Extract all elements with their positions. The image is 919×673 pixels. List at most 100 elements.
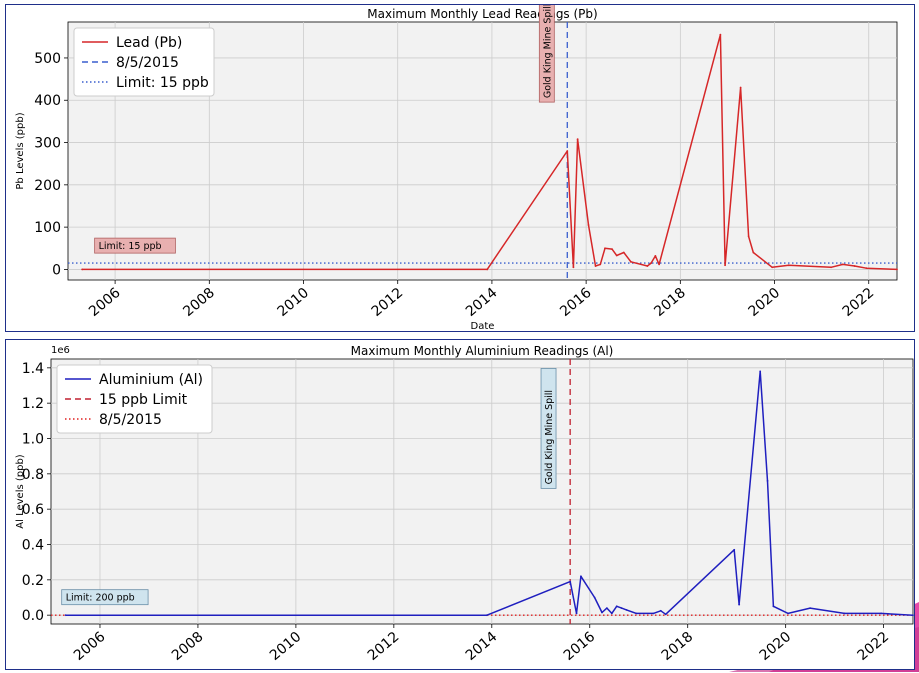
data-point — [572, 266, 575, 269]
data-point — [485, 614, 488, 617]
y-tick-label: 100 — [34, 220, 61, 236]
data-point — [646, 265, 649, 267]
annotation: Gold King Mine Spill — [538, 0, 555, 103]
data-point — [912, 614, 914, 617]
aluminium-chart: Maximum Monthly Aluminium Readings (Al) 0… — [15, 344, 914, 664]
data-point — [841, 263, 844, 266]
legend-box — [56, 364, 213, 434]
data-point — [576, 138, 579, 141]
y-tick-label: 300 — [34, 136, 61, 152]
data-point — [719, 33, 722, 36]
data-point — [809, 607, 812, 609]
data-point — [569, 580, 572, 583]
data-point — [787, 264, 790, 267]
series-points — [81, 33, 898, 271]
data-point — [486, 268, 489, 271]
data-point — [587, 224, 590, 226]
y-tick-label: 0.8 — [22, 467, 44, 483]
data-point — [652, 612, 655, 615]
data-point — [747, 235, 750, 238]
x-tick-label: 2020 — [757, 629, 795, 664]
annotation: Limit: 200 ppb — [61, 589, 149, 606]
data-point — [611, 248, 613, 251]
x-tick-label: 2014 — [463, 629, 501, 664]
data-point — [733, 548, 736, 551]
legend-label: Lead (Pb) — [116, 35, 182, 51]
y-tick-label: 200 — [34, 178, 61, 194]
data-point — [625, 608, 628, 611]
x-tick-label: 2016 — [561, 629, 599, 664]
annotation-box — [61, 589, 149, 606]
series-points — [64, 370, 914, 617]
legend: Aluminium (Al) 15 ppb Limit 8/5/2015 — [56, 364, 213, 434]
data-point — [843, 612, 846, 615]
data-point — [64, 614, 67, 617]
y-tick-label: 500 — [34, 51, 61, 67]
chart-title: Maximum Monthly Lead Readings (Pb) — [367, 7, 597, 21]
data-point — [766, 480, 769, 482]
data-point — [650, 262, 653, 264]
data-point — [865, 267, 868, 270]
data-point — [739, 86, 742, 89]
data-point — [853, 265, 856, 267]
y-tick-label: 0.0 — [22, 608, 44, 624]
x-axis-label: Date — [471, 321, 495, 331]
data-point — [772, 605, 775, 608]
data-point — [615, 254, 618, 257]
data-point — [664, 613, 667, 616]
legend-label: Aluminium (Al) — [99, 372, 203, 388]
y-tick-label: 0 — [52, 262, 61, 278]
y-tick-label: 0.2 — [22, 573, 44, 589]
x-tick-label: 2008 — [169, 629, 207, 664]
y-scale-note: 1e6 — [51, 345, 70, 356]
annotation-box — [538, 0, 555, 103]
data-point — [659, 609, 662, 612]
data-point — [615, 605, 618, 608]
data-point — [604, 247, 606, 250]
y-axis-label: Pb Levels (ppb) — [15, 112, 26, 189]
x-tick-label: 2012 — [369, 285, 407, 320]
legend: Lead (Pb) 8/5/2015 Limit: 15 ppb — [73, 27, 215, 97]
data-point — [738, 603, 741, 606]
data-point — [81, 268, 84, 271]
y-tick-label: 1.0 — [22, 432, 44, 448]
legend-label: 8/5/2015 — [99, 412, 162, 428]
y-tick-label: 1.2 — [22, 396, 44, 412]
chart-title: Maximum Monthly Aluminium Readings (Al) — [351, 344, 614, 358]
data-point — [580, 575, 582, 578]
data-point — [620, 607, 623, 609]
annotation-text: Gold King Mine Spill — [544, 390, 555, 485]
x-tick-label: 2006 — [86, 285, 124, 320]
data-point — [654, 254, 657, 257]
x-tick-label: 2018 — [651, 285, 689, 320]
annotation-text: Gold King Mine Spill — [542, 5, 553, 98]
x-tick-label: 2020 — [746, 285, 784, 320]
data-point — [605, 607, 608, 609]
data-point — [599, 263, 602, 266]
data-point — [787, 612, 790, 615]
data-point — [593, 596, 596, 599]
legend-label: Limit: 15 ppb — [116, 75, 209, 91]
y-tick-label: 0.4 — [22, 538, 44, 554]
data-point — [601, 611, 603, 614]
data-point — [759, 370, 762, 373]
x-tick-label: 2012 — [365, 629, 403, 664]
data-point — [610, 612, 613, 615]
data-point — [896, 268, 898, 271]
annotation-box — [540, 368, 557, 489]
data-point — [635, 612, 638, 615]
data-point — [575, 612, 578, 615]
lead-chart-panel: Maximum Monthly Lead Readings (Pb) 0 100 20… — [5, 0, 915, 332]
aluminium-chart-panel: Maximum Monthly Aluminium Readings (Al) 0… — [5, 339, 915, 670]
annotation-box — [94, 237, 176, 254]
annotation-text: Limit: 200 ppb — [66, 593, 135, 604]
legend-label: 8/5/2015 — [116, 55, 179, 71]
data-point — [629, 260, 632, 263]
series-line — [65, 370, 914, 616]
x-tick-label: 2006 — [71, 629, 109, 664]
y-tick-label: 1.4 — [22, 361, 44, 377]
data-point — [724, 264, 726, 267]
data-point — [880, 612, 883, 615]
data-point — [752, 251, 755, 254]
y-axis-label: Al Levels (ppb) — [15, 454, 26, 529]
